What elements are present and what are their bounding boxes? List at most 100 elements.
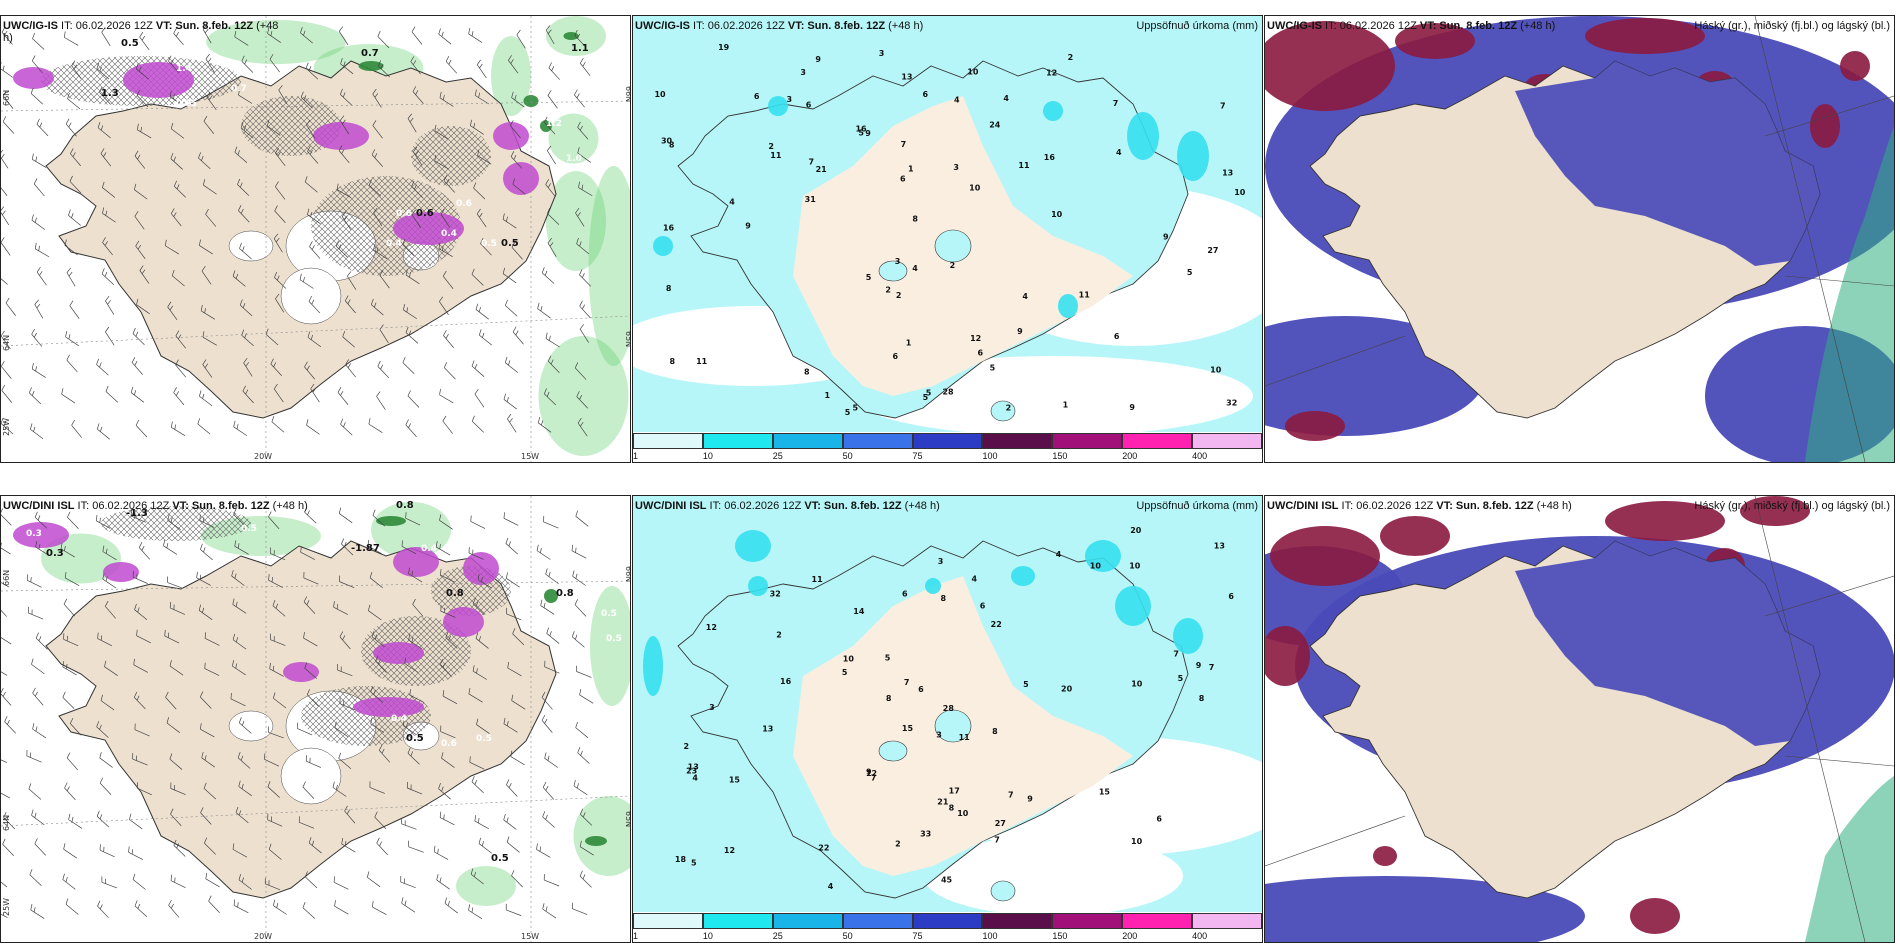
precip-value-label: 0.4 (391, 714, 407, 724)
wind-barb (377, 60, 391, 78)
colorbar-segment (982, 433, 1053, 449)
wind-barb (167, 301, 178, 321)
precip-total-label: 28 (942, 388, 954, 397)
precip-total-label: 12 (970, 334, 981, 343)
wind-barb (273, 233, 283, 253)
wind-barb (337, 664, 353, 677)
wind-barb (407, 390, 420, 408)
wind-barb (202, 179, 217, 195)
wind-barb (503, 813, 517, 830)
snow-area (353, 697, 424, 717)
wind-barb (577, 417, 588, 437)
precip-total-label: 11 (696, 357, 708, 366)
wind-barb (546, 627, 560, 644)
lead-time: (+48 h) (1517, 20, 1556, 32)
wind-barb (1, 792, 11, 799)
high-cloud-area (1265, 626, 1310, 686)
precip-total-label: 32 (770, 589, 781, 598)
wind-barb (305, 755, 322, 768)
precip-total-label: 7 (1209, 663, 1215, 672)
precip-value-label: 0.6 (416, 208, 434, 219)
colorbar-label: 10 (702, 931, 713, 941)
wind-barb (274, 271, 287, 289)
wind-barb (512, 178, 526, 195)
wind-barb (175, 359, 187, 378)
wind-barb (542, 781, 555, 800)
wind-barb (26, 574, 42, 588)
precip-total-label: 8 (949, 804, 955, 813)
wind-barb (273, 383, 284, 403)
wind-barb (97, 632, 113, 647)
wind-barb (171, 269, 185, 287)
wind-barb (303, 632, 318, 647)
precip-total-label: 11 (959, 733, 971, 742)
lat-label-65n-right: 65N (624, 811, 630, 827)
wind-barb (66, 267, 76, 287)
precip-total-label: 11 (812, 575, 824, 584)
wind-barb (204, 632, 220, 646)
wind-barb (264, 877, 281, 891)
field-description: Háský (gr.), miðský (fj.bl.) og lágský (… (1694, 500, 1890, 512)
wind-barb (506, 836, 520, 853)
precip-total-label: 5 (1178, 674, 1184, 683)
wind-barb (475, 303, 489, 320)
lat-label-66n: 66N (2, 570, 11, 586)
wind-barb (1, 62, 13, 78)
wind-barb (476, 59, 487, 79)
wind-barb (403, 304, 417, 320)
precip-total-label: 10 (969, 184, 981, 193)
wind-barb (303, 571, 319, 585)
wind-barb (232, 633, 247, 650)
precip-total-label: 2 (1006, 404, 1012, 413)
wind-barb (300, 27, 313, 44)
wind-barb (579, 300, 591, 319)
wind-barb (242, 385, 254, 404)
wind-barb (36, 267, 47, 286)
precip-total-label: 10 (1090, 562, 1102, 571)
precip-total-label: 9 (1163, 233, 1169, 242)
precip-total-label: 7 (1113, 99, 1119, 108)
cloud-map-svg (1265, 496, 1894, 942)
wind-barb (471, 415, 484, 433)
model-name: UWC/DINI ISL (3, 500, 75, 512)
precip-value-label: 0.5 (606, 634, 622, 644)
wind-barb (169, 91, 184, 106)
wind-barb (2, 116, 15, 134)
wind-barb (62, 660, 77, 676)
lat-label-66n-right: 66N (624, 566, 630, 582)
wind-barb (510, 750, 525, 766)
wind-barb (2, 90, 14, 109)
precip-total-label: 7 (1173, 650, 1179, 659)
wind-barb (511, 91, 525, 108)
precip-total-label: 3 (938, 557, 944, 566)
valid-time: VT: Sun. 8.feb. 12Z (172, 500, 270, 512)
wind-barb (511, 694, 526, 710)
wind-barb (1, 206, 10, 226)
wind-barb (3, 812, 16, 830)
wind-barb (269, 54, 280, 73)
wind-barb (1, 360, 12, 379)
wind-barb (408, 840, 424, 853)
glacier-outline (934, 229, 972, 263)
wind-barb (475, 632, 489, 649)
wind-barb (205, 872, 220, 888)
wind-barb (233, 420, 248, 437)
precip-value-label: 0.5 (601, 609, 617, 619)
wind-barb (202, 24, 212, 44)
wind-barb (29, 869, 42, 886)
wind-barb (505, 537, 519, 555)
wind-barb (268, 726, 284, 739)
wind-barb (202, 359, 213, 378)
precip-total-label: 6 (918, 685, 924, 694)
precip-map-panel-bottom: 11 15 10 7 9 8 6 8 4 5 12 22 20 17 7 6 13 12 10 6 8 11 15 20 10 1… (632, 495, 1263, 943)
precip-total-label: 8 (669, 357, 675, 366)
wind-barb (267, 781, 280, 798)
wind-barb (130, 386, 145, 403)
wind-barb (511, 241, 523, 260)
heavier-precip-area (1177, 131, 1209, 181)
precip-value-label: 0.6 (441, 739, 457, 749)
wind-barb (439, 296, 449, 315)
precip-total-label: 5 (691, 859, 697, 868)
precip-total-label: 15 (729, 775, 741, 784)
precip-total-label: 8 (940, 594, 946, 603)
